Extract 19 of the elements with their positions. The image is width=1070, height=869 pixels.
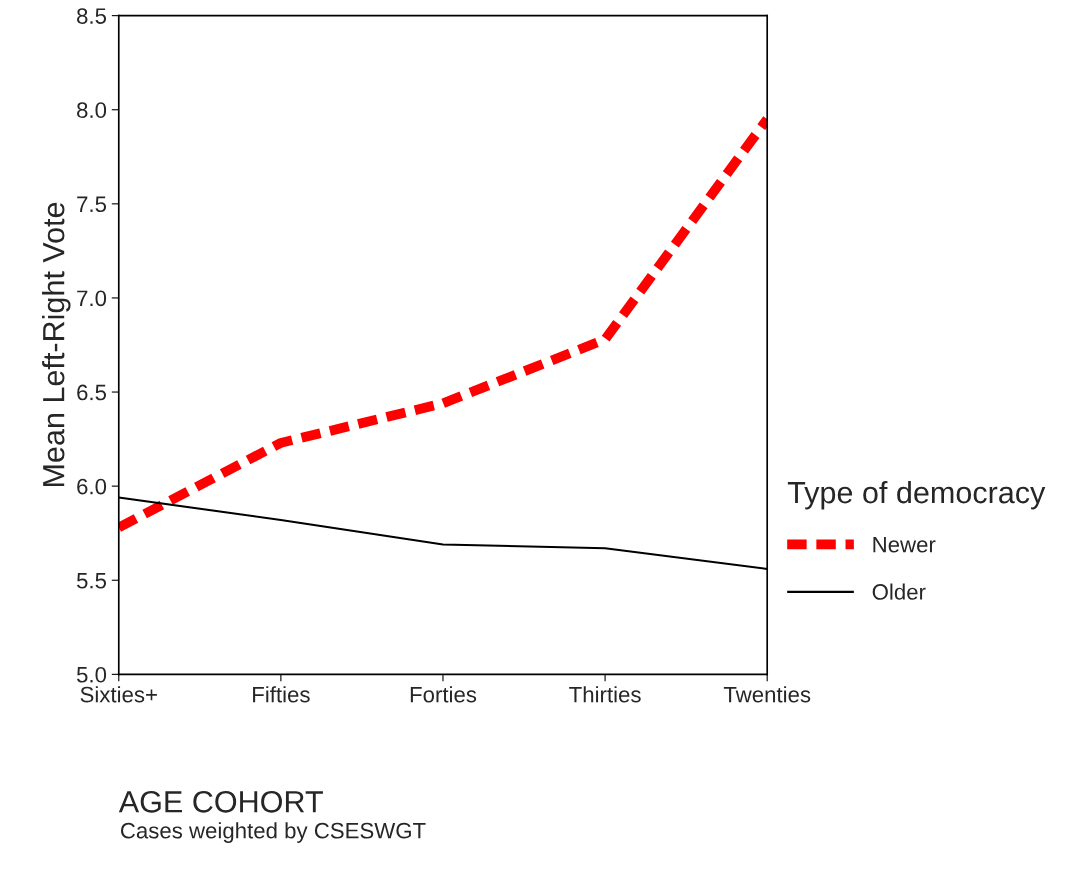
y-axis-title: Mean Left-Right Vote xyxy=(42,202,71,487)
x-tick-label: Sixties+ xyxy=(80,686,157,703)
y-tick-label: 5.0 xyxy=(76,666,107,683)
y-tick-label: 6.5 xyxy=(77,384,107,401)
x-tick-label: Thirties xyxy=(569,686,641,703)
x-axis-title: AGE COHORT xyxy=(118,791,323,813)
y-tick-label: 5.5 xyxy=(76,573,107,589)
y-tick-label: 8.0 xyxy=(77,102,107,119)
x-tick-label: Fifties xyxy=(253,686,310,703)
y-tick-label: 7.0 xyxy=(77,290,107,307)
y-tick-label: 7.5 xyxy=(77,196,107,213)
y-tick-label: 6.0 xyxy=(77,478,107,495)
legend-title: Type of democracy xyxy=(787,480,1046,510)
x-tick-label: Forties xyxy=(410,686,477,703)
text: Cases weighted by CSESWGT xyxy=(120,822,426,843)
y-tick-label: 8.5 xyxy=(77,8,107,24)
legend-label: Newer xyxy=(873,536,936,553)
legend-label: Older xyxy=(872,583,926,600)
x-tick-label: Twenties xyxy=(723,686,811,703)
